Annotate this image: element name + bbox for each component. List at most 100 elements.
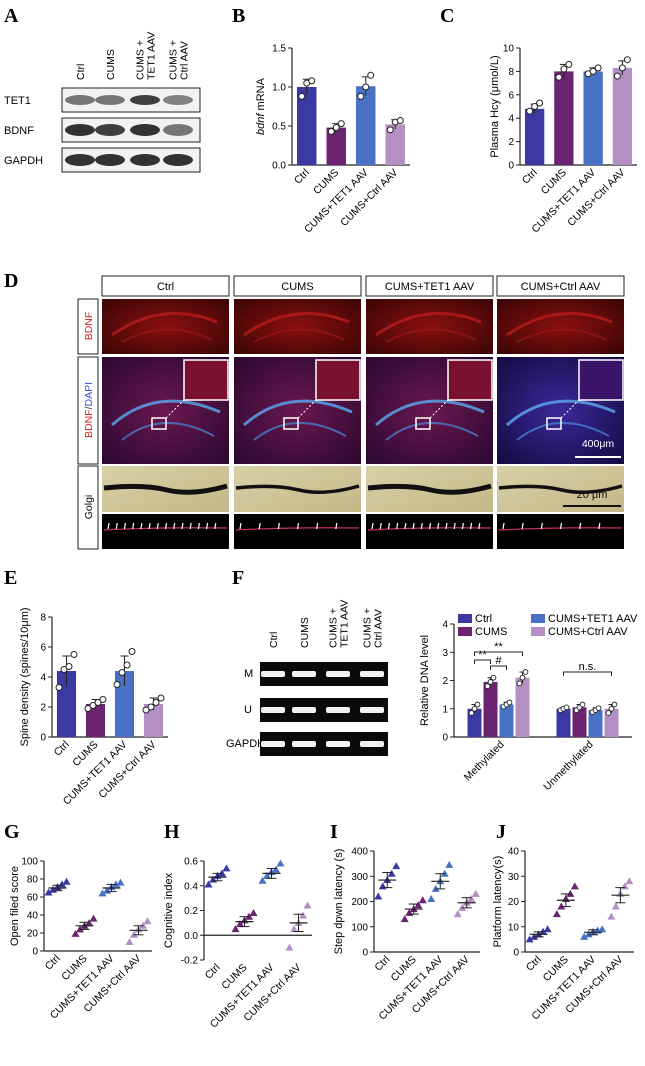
- y-tick-label: 0.0: [184, 931, 198, 942]
- data-point: [113, 681, 121, 688]
- data-point: [474, 701, 481, 708]
- d-spine: [173, 522, 176, 530]
- y-tick-label: 40: [508, 847, 520, 858]
- d-spine: [258, 522, 261, 530]
- data-point-triangle: [143, 917, 152, 925]
- data-point-triangle: [392, 862, 401, 870]
- d-row-label-box: [77, 298, 99, 355]
- d-spine: [559, 522, 563, 530]
- d-scalebar-2-label: 20 μm: [577, 489, 608, 501]
- panel-letter-h: H: [164, 821, 180, 843]
- d-row-label-part: DAPI: [83, 382, 95, 407]
- y-tick-label: 0: [40, 733, 46, 744]
- panel-letter-g: G: [4, 821, 20, 843]
- y-tick-label: 0: [513, 948, 519, 959]
- panel-f-gel: F Ctrl CUMS CUMS + TET1 AAV CUMS + Ctrl AAV M…: [226, 567, 388, 756]
- d-spine: [540, 522, 543, 530]
- significance-label: **: [548, 0, 557, 3]
- data-point-triangle: [607, 912, 616, 920]
- data-point-triangle: [378, 882, 387, 890]
- significance-label: #: [107, 0, 114, 3]
- significance-bracket: [474, 659, 491, 664]
- legend-label: CUMS+Ctrl AAV: [548, 626, 628, 638]
- data-point: [506, 699, 513, 706]
- blot-a-row-label: GAPDH: [4, 155, 43, 167]
- significance-label: #: [424, 0, 431, 3]
- data-point: [589, 67, 597, 75]
- blot-a-band: [163, 154, 193, 166]
- blot-a-lane-text: Ctrl: [75, 64, 87, 80]
- panel-letter-i: I: [330, 821, 338, 843]
- data-point-triangle: [625, 877, 634, 885]
- gel-f-band: [360, 671, 384, 677]
- y-axis-label: bdnf mRNA: [255, 77, 267, 135]
- d-inset-connector: [429, 399, 449, 419]
- data-point: [332, 124, 340, 132]
- data-point: [613, 72, 621, 80]
- data-point: [128, 648, 136, 655]
- data-point: [60, 666, 68, 673]
- bar: [483, 681, 498, 737]
- y-axis-label: Platform latency(s): [492, 856, 504, 948]
- bar: [588, 710, 603, 737]
- significance-label: **: [94, 0, 103, 3]
- d-inset-connector: [165, 399, 185, 419]
- d-image-trace: [234, 514, 361, 549]
- d-inset: [183, 359, 229, 401]
- y-tick-label: 1.5: [272, 44, 286, 55]
- data-point-triangle: [204, 880, 213, 888]
- d-hippocampus-trace: [375, 312, 482, 337]
- d-spine: [387, 522, 391, 530]
- d-dendrite-trace: [367, 527, 492, 531]
- d-column-header-box: [365, 275, 494, 297]
- data-point-triangle: [98, 889, 107, 897]
- blot-a-band: [163, 95, 193, 105]
- data-point: [522, 669, 529, 675]
- x-category-label: Ctrl: [524, 954, 544, 974]
- chart-F: 0 1 2 3 4 Relative DNA level Methylated Unmethy…: [419, 613, 638, 793]
- data-point: [55, 684, 63, 691]
- y-axis-label: Step dpwn latency (s): [333, 849, 345, 955]
- data-point-triangle: [276, 859, 285, 867]
- data-point-triangle: [580, 932, 589, 940]
- data-point-triangle: [400, 915, 409, 923]
- data-point-triangle: [611, 902, 620, 910]
- d-image-bdnf: [234, 299, 361, 354]
- d-hippocampus-trace: [385, 328, 477, 343]
- d-spine: [140, 522, 143, 530]
- data-point-triangle: [453, 910, 462, 918]
- d-inset: [447, 359, 493, 401]
- d-spine: [412, 522, 415, 530]
- data-point: [595, 705, 602, 712]
- d-hippocampus-trace: [243, 312, 350, 337]
- gel-f-row-label: U: [244, 704, 252, 716]
- data-point-triangle: [272, 865, 280, 873]
- significance-label: #: [495, 655, 502, 667]
- d-spine: [197, 522, 200, 530]
- data-point-triangle: [418, 896, 427, 904]
- blot-a-band: [163, 124, 193, 136]
- significance-label: ##: [573, 0, 586, 3]
- d-column-header-box: [233, 275, 362, 297]
- blot-a-lane-text: Ctrl AAV: [179, 41, 191, 80]
- panel-a-western-blot: A Ctrl CUMS CUMS + TET1 AAV CUMS + Ctrl AAV T…: [4, 5, 201, 173]
- significance-label: **: [494, 641, 503, 653]
- significance-label: **: [227, 0, 236, 3]
- y-axis-label-rest: mRNA: [255, 77, 267, 113]
- gel-f-lane-label: CUMS: [299, 617, 311, 648]
- y-tick-label: 0: [442, 733, 448, 744]
- d-dentate-trace: [516, 421, 610, 441]
- significance-label: **: [575, 0, 584, 3]
- d-dentate-trace: [506, 399, 616, 427]
- y-tick-label: 4: [508, 114, 514, 125]
- data-point: [484, 683, 491, 690]
- data-point: [623, 56, 631, 64]
- bar: [143, 704, 164, 737]
- bar: [326, 127, 346, 165]
- y-tick-label: 60: [27, 893, 39, 904]
- blot-a-lane-label: CUMS + Ctrl AAV: [168, 40, 191, 80]
- d-spine: [296, 522, 300, 530]
- d-scalebar-1-label: 400μm: [582, 438, 615, 450]
